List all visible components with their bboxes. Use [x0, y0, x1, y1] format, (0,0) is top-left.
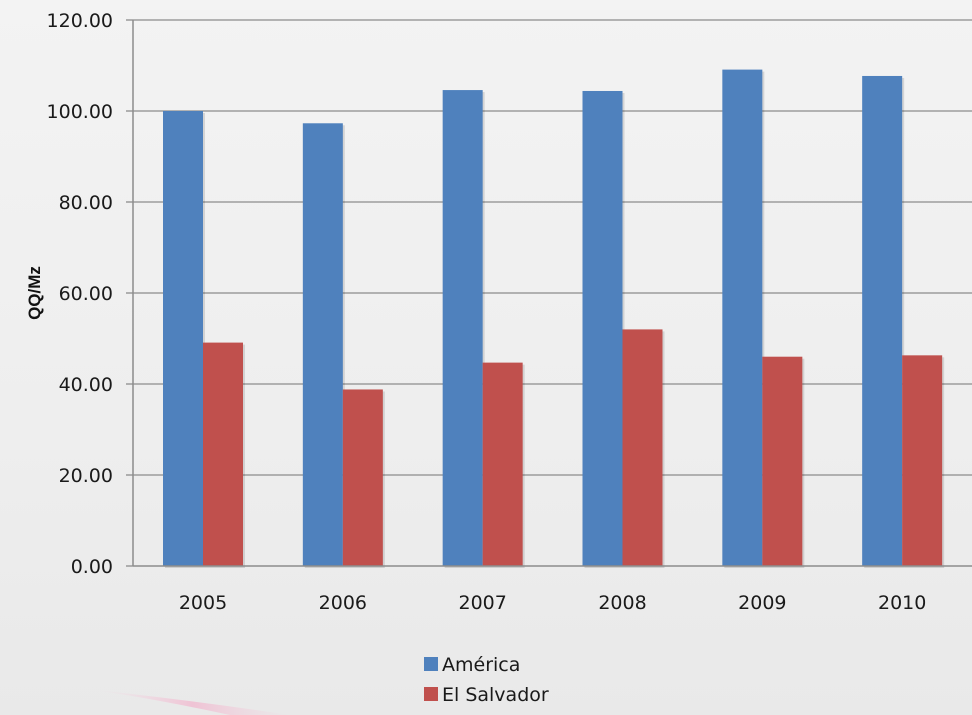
legend-label: El Salvador	[442, 684, 549, 706]
legend-swatch	[424, 657, 438, 671]
bar-el-salvador-2009	[762, 356, 803, 566]
bar-el-salvador-2006	[342, 389, 383, 566]
bar-el-salvador-2007	[482, 362, 523, 566]
x-tick-label: 2008	[598, 592, 646, 614]
y-axis-title: QQ/Mz	[25, 266, 44, 320]
bar-américa-2006	[302, 123, 343, 566]
bar-el-salvador-2005	[203, 342, 243, 566]
bar-el-salvador-2010	[902, 355, 943, 566]
bars	[163, 69, 945, 568]
x-tick-label: 2010	[878, 592, 926, 614]
bar-américa-2009	[722, 69, 763, 566]
legend-label: América	[442, 654, 520, 676]
y-tick-label: 40.00	[59, 374, 113, 396]
bar-américa-2010	[862, 75, 903, 566]
axes: 0.00 20.00 40.00 60.00 80.00 100.00 120.00 2005…	[47, 10, 972, 614]
x-tick-label: 2006	[319, 592, 367, 614]
bar-américa-2007	[442, 90, 483, 566]
y-tick-label: 0.00	[71, 556, 113, 578]
legend: América El Salvador	[424, 654, 549, 706]
y-tick-label: 120.00	[47, 10, 113, 32]
bar-el-salvador-2008	[622, 329, 663, 566]
y-tick-label: 80.00	[59, 192, 113, 214]
gridlines	[133, 19, 972, 476]
x-tick-label: 2007	[458, 592, 506, 614]
decorative-swoosh	[95, 690, 290, 715]
legend-swatch	[424, 687, 438, 701]
bar-américa-2005	[163, 111, 203, 566]
x-tick-label: 2009	[738, 592, 786, 614]
x-tick-label: 2005	[179, 592, 227, 614]
y-tick-label: 20.00	[59, 465, 113, 487]
y-tick-label: 100.00	[47, 101, 113, 123]
y-tick-label: 60.00	[59, 283, 113, 305]
bar-américa-2008	[582, 90, 623, 566]
